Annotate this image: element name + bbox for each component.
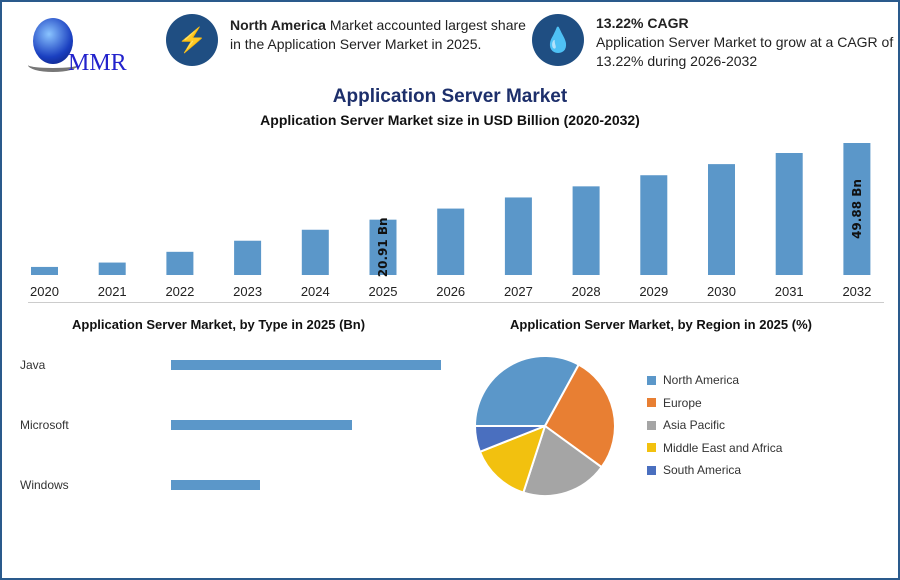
legend-label: South America bbox=[663, 463, 742, 477]
info-card-cagr: 13.22% CAGR Application Server Market to … bbox=[596, 15, 894, 69]
x-tick-label: 2023 bbox=[233, 284, 262, 299]
bar-2028 bbox=[572, 186, 600, 275]
legend-item: Europe bbox=[647, 396, 702, 410]
x-tick-label: 2024 bbox=[301, 284, 330, 299]
lightning-icon: ⚡ bbox=[166, 14, 218, 66]
x-tick-label: 2021 bbox=[98, 284, 127, 299]
type-chart-title: Application Server Market, by Type in 20… bbox=[72, 317, 366, 332]
x-tick-label: 2032 bbox=[842, 284, 871, 299]
bar-2020 bbox=[31, 266, 58, 275]
x-tick-label: 2028 bbox=[572, 284, 601, 299]
legend-label: North America bbox=[663, 373, 740, 387]
logo: MMR bbox=[28, 18, 138, 78]
legend-swatch bbox=[647, 375, 656, 385]
data-label: 49.88 Bn bbox=[850, 179, 864, 239]
x-tick-label: 2030 bbox=[707, 284, 736, 299]
info-card-region: North America Market accounted largest s… bbox=[230, 17, 526, 52]
x-tick-label: 2022 bbox=[165, 284, 194, 299]
logo-text: MMR bbox=[68, 50, 127, 76]
bar-2031 bbox=[775, 153, 803, 275]
type-bar-java bbox=[171, 360, 441, 370]
legend-swatch bbox=[647, 398, 656, 407]
legend-swatch bbox=[647, 420, 656, 430]
globe-icon bbox=[33, 18, 73, 64]
legend-item: Middle East and Africa bbox=[647, 441, 782, 455]
x-tick-label: 2025 bbox=[369, 284, 398, 299]
region-chart-title: Application Server Market, by Region in … bbox=[510, 317, 812, 332]
legend-swatch bbox=[647, 465, 656, 475]
bar-2030 bbox=[708, 164, 735, 275]
x-tick-label: 2027 bbox=[504, 284, 533, 299]
legend-swatch bbox=[647, 443, 656, 452]
bar-2023 bbox=[234, 240, 262, 275]
bar-2025 bbox=[369, 219, 397, 275]
bar-2022 bbox=[166, 251, 194, 275]
type-bar-windows bbox=[171, 480, 261, 490]
legend-item: North America bbox=[647, 373, 739, 387]
x-tick-label: 2026 bbox=[436, 284, 465, 299]
bar-2021 bbox=[98, 262, 126, 275]
market-size-bar-chart: 2020 2021 2022 2023 2024 2025 20.91 Bn 2026 2027… bbox=[30, 143, 871, 299]
legend-label: Middle East and Africa bbox=[663, 440, 783, 455]
type-bar-microsoft bbox=[171, 420, 352, 430]
x-tick-label: 2020 bbox=[30, 284, 59, 299]
chart-subtitle: Application Server Market size in USD Bi… bbox=[260, 112, 640, 128]
legend-item: Asia Pacific bbox=[647, 418, 725, 432]
divider bbox=[28, 302, 884, 303]
legend-item: South America bbox=[647, 463, 741, 477]
pie-slice-europe bbox=[543, 363, 616, 469]
pie-slice-asia-pacific bbox=[522, 424, 604, 497]
legend-label: Asia Pacific bbox=[663, 418, 726, 432]
region-pie-chart bbox=[473, 355, 616, 497]
chart-title: Application Server Market bbox=[332, 86, 568, 107]
legend-label: Europe bbox=[663, 395, 702, 410]
bar-2024 bbox=[301, 229, 329, 275]
type-category-label: Windows bbox=[20, 478, 69, 492]
data-label: 20.91 Bn bbox=[376, 217, 390, 277]
bar-2029 bbox=[640, 175, 668, 275]
bar-2032 bbox=[843, 143, 871, 275]
type-category-label: Java bbox=[20, 358, 46, 372]
bar-2026 bbox=[437, 208, 465, 275]
pie-slice-middle-east-and-africa bbox=[478, 424, 547, 494]
x-tick-label: 2031 bbox=[775, 284, 804, 299]
pie-slice-south-america bbox=[473, 425, 546, 454]
x-tick-label: 2029 bbox=[639, 284, 668, 299]
pie-slice-north-america bbox=[473, 355, 581, 427]
growth-icon: 💧 bbox=[532, 14, 584, 66]
type-category-label: Microsoft bbox=[20, 418, 69, 432]
bar-2027 bbox=[504, 197, 532, 275]
